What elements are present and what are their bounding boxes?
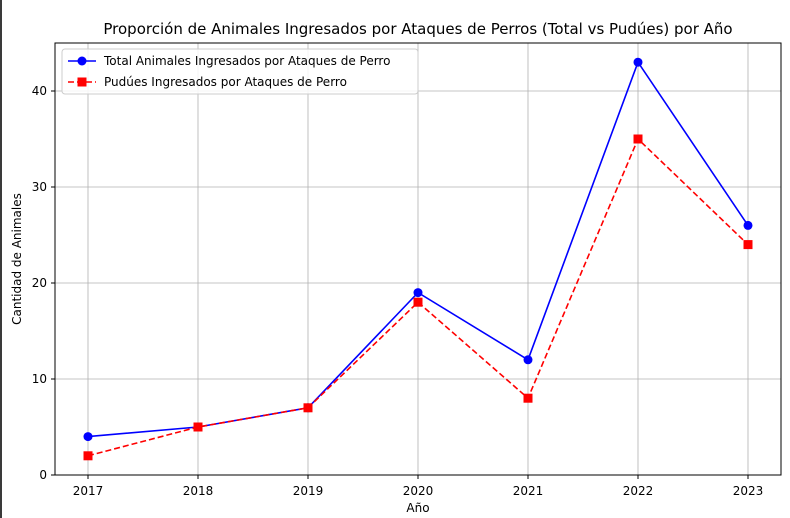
x-tick-label: 2017 xyxy=(73,484,104,498)
chart-title: Proporción de Animales Ingresados por At… xyxy=(103,20,732,38)
legend-label: Total Animales Ingresados por Ataques de… xyxy=(103,54,390,68)
data-point xyxy=(743,220,753,230)
data-point xyxy=(303,403,313,413)
x-tick-label: 2022 xyxy=(623,484,654,498)
x-tick-label: 2023 xyxy=(733,484,764,498)
x-tick-label: 2019 xyxy=(293,484,324,498)
legend-marker xyxy=(77,77,87,87)
y-axis-label: Cantidad de Animales xyxy=(10,193,24,325)
data-point xyxy=(413,288,423,298)
legend-marker xyxy=(77,56,87,66)
grid xyxy=(55,43,781,476)
x-axis-label: Año xyxy=(406,501,429,515)
x-tick-label: 2021 xyxy=(513,484,544,498)
legend-box xyxy=(61,48,419,95)
x-tick-label: 2018 xyxy=(183,484,214,498)
y-tick-label: 0 xyxy=(39,468,47,482)
data-point xyxy=(83,432,93,442)
data-point xyxy=(413,297,423,307)
y-tick-label: 30 xyxy=(32,180,47,194)
series-layer xyxy=(83,57,753,461)
data-point xyxy=(633,134,643,144)
x-tick-label: 2020 xyxy=(403,484,434,498)
data-point xyxy=(523,393,533,403)
data-point xyxy=(743,240,753,250)
y-tick-label: 10 xyxy=(32,372,47,386)
data-point xyxy=(633,57,643,67)
data-point xyxy=(193,422,203,432)
axis-ticks: 2017 2018 2019 2020 2021 2022 2023 0 10 20 30 40 xyxy=(32,84,764,498)
y-tick-label: 40 xyxy=(32,84,47,98)
data-point xyxy=(523,355,533,365)
legend-label: Pudúes Ingresados por Ataques de Perro xyxy=(104,75,347,89)
y-tick-label: 20 xyxy=(32,276,47,290)
window-edge xyxy=(0,0,2,518)
legend: Total Animales Ingresados por Ataques de… xyxy=(61,48,419,95)
series-2 xyxy=(83,134,753,461)
data-point xyxy=(83,451,93,461)
